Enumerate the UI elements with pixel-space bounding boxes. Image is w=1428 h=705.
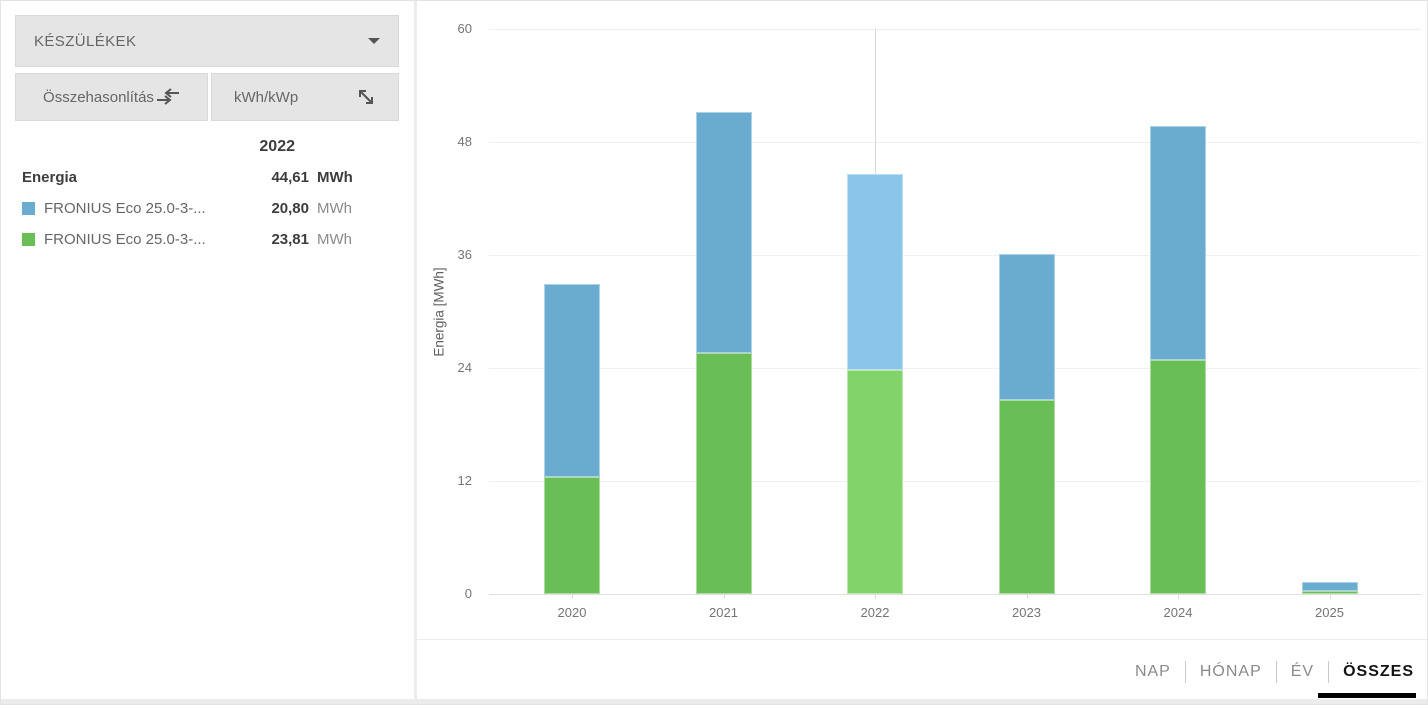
gridline: [489, 255, 1421, 256]
tab-ev[interactable]: ÉV: [1290, 663, 1315, 680]
devices-dropdown[interactable]: KÉSZÜLÉKEK: [15, 15, 399, 67]
row-unit: MWh: [317, 169, 353, 186]
y-axis-title: Energia [MWh]: [431, 267, 447, 357]
selected-year-cursor-line: [875, 29, 876, 174]
y-tick-label: 60: [457, 21, 472, 36]
gridline: [489, 29, 1421, 30]
x-axis-tick: [1329, 594, 1331, 599]
panel-divider: [414, 1, 417, 700]
row-label: FRONIUS Eco 25.0-3-...: [44, 231, 206, 248]
bar-segment-blue[interactable]: [1301, 582, 1358, 591]
energy-summary-table: 2022 Energia 44,61 MWh FRONIUS Eco 25.0-…: [22, 132, 359, 255]
compare-button-label: Összehasonlítás: [43, 88, 154, 106]
tab-separator: [1328, 661, 1330, 683]
x-axis-label: 2024: [1163, 605, 1193, 620]
bar-segment-blue[interactable]: [998, 254, 1055, 400]
tab-honap[interactable]: HÓNAP: [1199, 663, 1262, 680]
chevron-down-icon: [368, 38, 380, 44]
bar-segment-blue[interactable]: [544, 284, 600, 477]
bar-segment-blue[interactable]: [1150, 126, 1206, 360]
row-unit: MWh: [317, 200, 352, 217]
table-row-energia: Energia 44,61 MWh: [22, 162, 359, 193]
year-header: 2022: [259, 138, 295, 155]
bar-segment-blue[interactable]: [847, 174, 903, 370]
row-label: FRONIUS Eco 25.0-3-...: [44, 200, 206, 217]
x-axis-tick: [723, 594, 725, 599]
gridline: [489, 142, 1421, 143]
table-row-device-1: FRONIUS Eco 25.0-3-... 20,80 MWh: [22, 193, 359, 224]
unit-toggle-button[interactable]: kWh/kWp: [211, 73, 399, 121]
table-year-header-row: 2022: [22, 132, 359, 162]
y-tick-label: 48: [457, 134, 472, 149]
bar-segment-green[interactable]: [695, 353, 752, 594]
time-range-tab-bar: NAP HÓNAP ÉV ÖSSZES: [1135, 654, 1414, 690]
x-axis-label: 2022: [860, 605, 890, 620]
row-value: 20,80: [271, 200, 309, 217]
row-value: 23,81: [271, 231, 309, 248]
row-unit: MWh: [317, 231, 352, 248]
tab-nap[interactable]: NAP: [1134, 663, 1171, 680]
series-swatch-blue: [22, 202, 35, 215]
x-axis-tick: [875, 594, 876, 599]
diagonal-resize-icon: [359, 90, 373, 104]
bar-segment-blue[interactable]: [695, 112, 752, 353]
x-axis-tick: [572, 594, 573, 599]
bottom-edge: [1, 699, 1427, 704]
bar-segment-green[interactable]: [1301, 591, 1358, 594]
x-axis-line: [489, 594, 1421, 595]
x-axis-label: 2020: [557, 605, 587, 620]
y-tick-label: 24: [457, 360, 472, 375]
bar-segment-green[interactable]: [544, 477, 600, 594]
x-axis-label: 2021: [709, 605, 738, 620]
tab-separator: [1275, 661, 1277, 683]
x-axis-label: 2023: [1012, 605, 1041, 620]
bar-segment-green[interactable]: [1150, 360, 1206, 594]
y-tick-label: 36: [457, 247, 472, 262]
x-axis-label: 2025: [1315, 605, 1344, 620]
compare-button[interactable]: Összehasonlítás: [15, 73, 208, 121]
tab-separator: [1184, 661, 1186, 683]
bar-segment-green[interactable]: [998, 400, 1055, 594]
y-tick-label: 0: [464, 586, 472, 601]
x-axis-tick: [1026, 594, 1028, 599]
gridline: [489, 481, 1421, 482]
row-label: Energia: [22, 169, 78, 186]
table-row-device-2: FRONIUS Eco 25.0-3-... 23,81 MWh: [22, 224, 359, 255]
compare-arrows-icon: [156, 88, 179, 105]
series-swatch-green: [22, 233, 35, 246]
tabs-divider: [417, 639, 1427, 640]
x-axis-tick: [1178, 594, 1179, 599]
devices-dropdown-label: KÉSZÜLÉKEK: [34, 32, 137, 50]
active-tab-underline: [1318, 693, 1416, 698]
y-tick-label: 12: [457, 473, 472, 488]
row-value: 44,61: [271, 169, 309, 186]
bar-segment-green[interactable]: [847, 370, 903, 594]
tab-osszes[interactable]: ÖSSZES: [1343, 663, 1414, 680]
unit-toggle-label: kWh/kWp: [234, 88, 299, 106]
gridline: [489, 368, 1421, 369]
